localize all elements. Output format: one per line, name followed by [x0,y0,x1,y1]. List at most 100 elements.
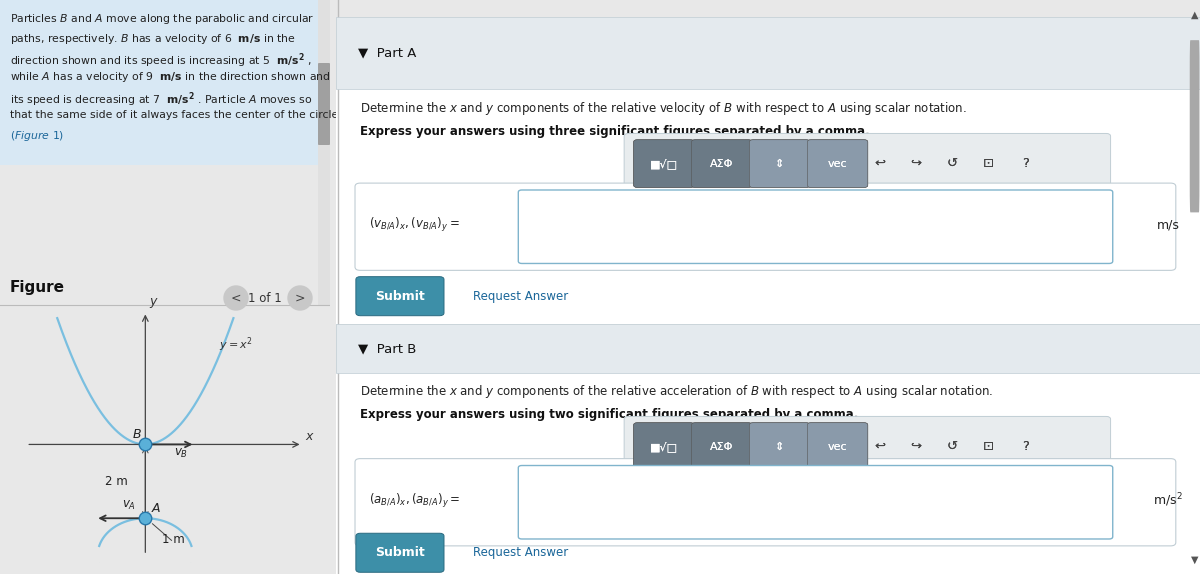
Text: ▼: ▼ [1190,554,1199,565]
FancyBboxPatch shape [634,422,694,471]
Text: ↺: ↺ [947,440,958,453]
FancyBboxPatch shape [624,417,1110,476]
FancyBboxPatch shape [634,140,694,187]
FancyBboxPatch shape [750,422,810,471]
Text: ΑΣΦ: ΑΣΦ [710,441,733,452]
Text: $(v_{B/A})_x, (v_{B/A})_y =$: $(v_{B/A})_x, (v_{B/A})_y =$ [368,216,460,234]
Circle shape [288,286,312,310]
Text: Determine the $x$ and $y$ components of the relative velocity of $\mathit{B}$ wi: Determine the $x$ and $y$ components of … [360,100,967,118]
Text: ■√□: ■√□ [650,158,678,169]
Text: ΑΣΦ: ΑΣΦ [710,158,733,169]
Bar [318,0,330,305]
Text: ΑΣΦ: ΑΣΦ [710,158,733,169]
Text: ▼  Part B: ▼ Part B [358,342,416,355]
Text: ↩: ↩ [875,157,886,170]
Text: $A$: $A$ [151,502,162,515]
FancyBboxPatch shape [624,134,1110,194]
Text: $\mathit{(Figure\ 1)}$: $\mathit{(Figure\ 1)}$ [10,129,65,143]
Text: Submit: Submit [376,290,425,302]
Text: $v_A$: $v_A$ [121,499,136,512]
Text: 2 m: 2 m [104,475,127,488]
Text: ■√□: ■√□ [650,441,678,452]
Text: vec: vec [828,158,847,169]
Text: ↪: ↪ [911,440,922,453]
FancyBboxPatch shape [518,466,1112,539]
Bar [336,89,1200,324]
Text: ↺: ↺ [947,157,958,170]
Bar [0,0,330,165]
Text: 1 m: 1 m [162,533,185,546]
Text: Request Answer: Request Answer [473,546,568,559]
Text: ■√□: ■√□ [650,158,678,169]
Text: <: < [230,292,241,304]
FancyBboxPatch shape [634,140,694,187]
Text: ↩: ↩ [875,440,886,453]
Text: Particles $\mathit{B}$ and $\mathit{A}$ move along the parabolic and circular: Particles $\mathit{B}$ and $\mathit{A}$ … [10,12,314,26]
Text: ⊡: ⊡ [983,440,995,453]
Text: ⇕: ⇕ [775,441,785,452]
Text: ↪: ↪ [911,157,922,170]
FancyBboxPatch shape [691,422,752,471]
Text: ⊡: ⊡ [983,157,995,170]
Text: ?: ? [1021,440,1028,453]
Text: ?: ? [1021,440,1028,453]
Text: $B$: $B$ [132,428,142,441]
FancyBboxPatch shape [691,140,752,187]
Bar [336,373,1200,574]
Text: paths, respectively. $\mathit{B}$ has a velocity of 6  $\mathbf{m/s}$ in the: paths, respectively. $\mathit{B}$ has a … [10,32,296,45]
Text: m/s: m/s [1157,219,1180,231]
Text: vec: vec [828,158,847,169]
Text: Express your answers using three significant figures separated by a comma.: Express your answers using three signifi… [360,125,870,138]
Text: $(a_{B/A})_x, (a_{B/A})_y =$: $(a_{B/A})_x, (a_{B/A})_y =$ [368,491,460,510]
Text: ⇕: ⇕ [775,441,785,452]
Text: vec: vec [828,441,847,452]
Text: ↩: ↩ [875,157,886,170]
Text: ↺: ↺ [947,440,958,453]
FancyBboxPatch shape [691,140,752,187]
Text: ↺: ↺ [947,157,958,170]
Text: Figure: Figure [10,280,65,295]
Text: ΑΣΦ: ΑΣΦ [710,441,733,452]
Text: ?: ? [1021,157,1028,170]
FancyBboxPatch shape [355,459,1176,546]
Text: ■√□: ■√□ [650,441,678,452]
Text: $\mathrm{m/s}^2$: $\mathrm{m/s}^2$ [1153,492,1183,509]
FancyBboxPatch shape [808,140,868,187]
Text: Request Answer: Request Answer [473,290,568,302]
Text: 1 of 1: 1 of 1 [248,292,282,304]
Text: ↪: ↪ [911,157,922,170]
Text: $y$: $y$ [149,296,158,310]
Text: ⊡: ⊡ [983,157,995,170]
Text: while $\mathit{A}$ has a velocity of 9  $\mathbf{m/s}$ in the direction shown an: while $\mathit{A}$ has a velocity of 9 $… [10,71,331,84]
FancyBboxPatch shape [356,277,444,316]
FancyBboxPatch shape [1189,40,1200,212]
FancyBboxPatch shape [318,63,330,145]
FancyBboxPatch shape [634,422,694,471]
Text: ↩: ↩ [875,440,886,453]
Text: vec: vec [828,441,847,452]
FancyBboxPatch shape [808,140,868,187]
Bar [336,324,1200,373]
Text: Determine the $x$ and $y$ components of the relative acceleration of $\mathit{B}: Determine the $x$ and $y$ components of … [360,383,994,401]
Text: ⊡: ⊡ [983,440,995,453]
Text: $x$: $x$ [305,429,314,443]
FancyBboxPatch shape [691,422,752,471]
FancyBboxPatch shape [355,183,1176,270]
Text: ⇕: ⇕ [775,158,785,169]
Text: its speed is decreasing at 7  $\mathbf{m/s^2}$ . Particle $\mathit{A}$ moves so: its speed is decreasing at 7 $\mathbf{m/… [10,90,312,108]
Text: direction shown and its speed is increasing at 5  $\mathbf{m/s^2}$ ,: direction shown and its speed is increas… [10,51,312,69]
Text: ↪: ↪ [911,440,922,453]
Text: ?: ? [1021,157,1028,170]
Text: ⇕: ⇕ [775,158,785,169]
Text: that the same side of it always faces the center of the circle.: that the same side of it always faces th… [10,110,342,119]
FancyBboxPatch shape [750,422,810,471]
FancyBboxPatch shape [750,140,810,187]
Text: $v_B$: $v_B$ [174,447,188,460]
Text: Submit: Submit [376,546,425,559]
Text: ▲: ▲ [1190,9,1199,20]
Text: ▼  Part A: ▼ Part A [358,46,416,60]
FancyBboxPatch shape [808,422,868,471]
Bar [336,17,1200,89]
Text: $y=x^2$: $y=x^2$ [220,335,253,354]
FancyBboxPatch shape [518,190,1112,263]
